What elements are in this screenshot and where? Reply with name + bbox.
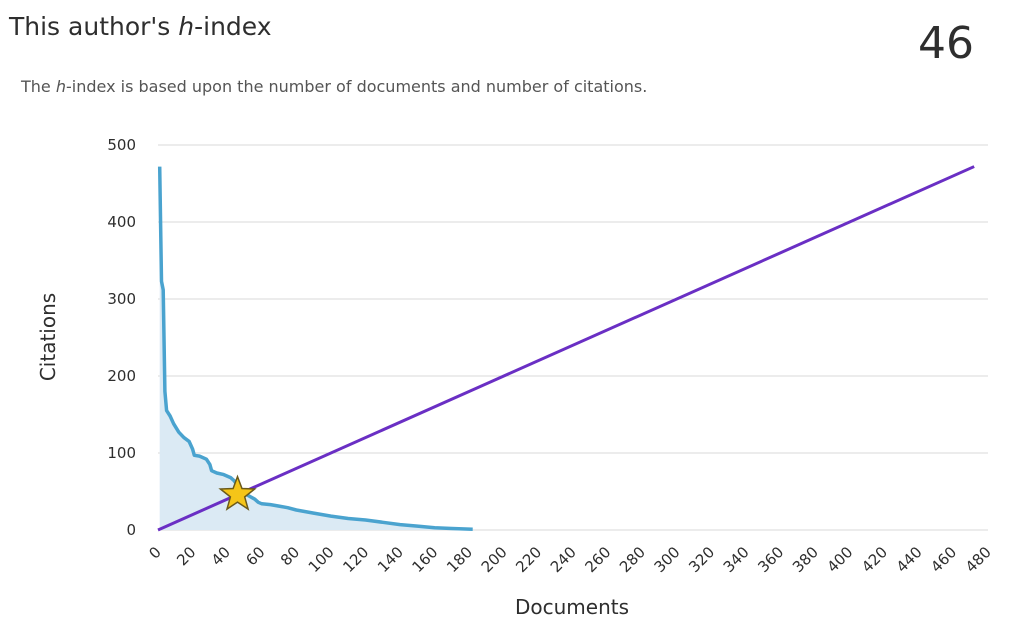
y-tick-label: 400 xyxy=(107,213,136,231)
citation-area xyxy=(159,166,473,530)
x-tick-label: 360 xyxy=(754,543,787,576)
x-tick-label: 340 xyxy=(720,543,753,576)
x-tick-label: 0 xyxy=(145,543,164,562)
y-tick-label: 0 xyxy=(126,521,136,539)
x-tick-label: 300 xyxy=(651,543,684,576)
x-tick-label: 260 xyxy=(581,543,614,576)
x-tick-label: 220 xyxy=(512,543,545,576)
x-tick-label: 20 xyxy=(173,543,199,569)
x-tick-label: 140 xyxy=(374,543,407,576)
h-index-diagonal-line xyxy=(157,165,975,532)
x-tick-label: 280 xyxy=(616,543,649,576)
h-index-value: 46 xyxy=(918,18,974,69)
x-tick-label: 40 xyxy=(208,543,234,569)
grid-lines xyxy=(158,144,988,531)
x-tick-label: 480 xyxy=(962,543,995,576)
x-tick-label: 100 xyxy=(305,543,338,576)
page-title: This author's h-index xyxy=(9,12,272,41)
y-axis-label: Citations xyxy=(36,293,60,381)
x-tick-label: 460 xyxy=(927,543,960,576)
y-tick-label: 300 xyxy=(107,290,136,308)
y-tick-label: 500 xyxy=(107,136,136,154)
y-tick-label: 100 xyxy=(107,444,136,462)
x-tick-label: 120 xyxy=(339,543,372,576)
x-axis-ticks: 0 20 40 60 80 100 120 140 160 180 200 220 240 260 280 3… xyxy=(145,543,994,576)
x-tick-label: 80 xyxy=(277,543,303,569)
x-tick-label: 200 xyxy=(478,543,511,576)
x-tick-label: 440 xyxy=(893,543,926,576)
x-tick-label: 420 xyxy=(858,543,891,576)
x-tick-label: 160 xyxy=(409,543,442,576)
h-index-star-icon xyxy=(218,474,257,511)
x-tick-label: 320 xyxy=(685,543,718,576)
page-subtitle: The h-index is based upon the number of … xyxy=(21,77,648,96)
y-axis-ticks: 0 100 200 300 400 500 xyxy=(107,136,136,539)
x-axis-label: Documents xyxy=(515,595,629,619)
x-tick-label: 240 xyxy=(547,543,580,576)
x-tick-label: 400 xyxy=(824,543,857,576)
y-tick-label: 200 xyxy=(107,367,136,385)
x-tick-label: 380 xyxy=(789,543,822,576)
x-tick-label: 60 xyxy=(242,543,268,569)
x-tick-label: 180 xyxy=(443,543,476,576)
